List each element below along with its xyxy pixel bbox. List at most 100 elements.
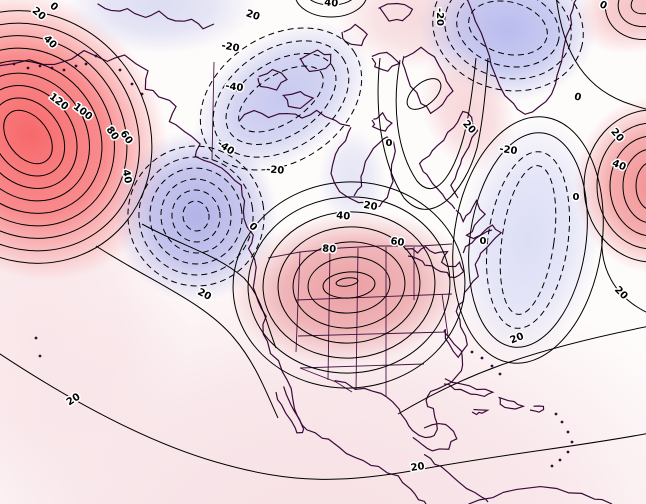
coast-southampton-island xyxy=(371,111,393,132)
shade-us-high xyxy=(228,211,472,365)
coast-greenland-coast xyxy=(466,0,577,115)
contour-label: -20 xyxy=(434,8,445,26)
contour-label: -40 xyxy=(225,81,244,94)
contour-ring-nw-pacific-high xyxy=(0,47,115,227)
coast-baffin-island xyxy=(401,46,454,115)
border-state-line-9 xyxy=(441,293,449,337)
contour-label: 20 xyxy=(410,461,425,474)
shade-nw-pacific-high xyxy=(0,0,169,281)
islands-lesser-antilles xyxy=(560,420,564,424)
contour-ring-greenland-low xyxy=(468,0,548,56)
contour-ring-us-high xyxy=(262,211,436,359)
contour-label: 20 xyxy=(244,8,261,23)
coast-central-america-caribbean-coast xyxy=(423,453,489,503)
contour-ring-nw-pacific-high xyxy=(3,109,53,165)
islands-aleutian-islands xyxy=(12,62,16,66)
islands-bahamas xyxy=(470,350,474,354)
islands-aleutian-islands xyxy=(94,54,98,58)
shade-arctic-low xyxy=(194,22,370,174)
contour-label: -20 xyxy=(266,164,285,177)
islands-bahamas xyxy=(490,364,494,368)
islands-aleutian-islands xyxy=(118,68,122,72)
contour-ring-greenland-low xyxy=(432,0,584,92)
contour-southeast-20 xyxy=(397,326,646,415)
coast-st-lawrence xyxy=(462,229,493,254)
contour-label: 40 xyxy=(336,210,351,222)
contour-ring-right-edge-high xyxy=(609,136,646,236)
contour-ring-baffin-ridge-closed xyxy=(406,78,442,110)
coast-baja-california xyxy=(275,386,305,434)
islands-aleutian-islands xyxy=(26,66,30,70)
coast-victoria-island xyxy=(282,90,315,110)
coast-hispaniola xyxy=(498,396,526,410)
coast-great-lakes xyxy=(404,245,465,279)
border-state-line-7 xyxy=(297,331,447,337)
contour-ring-arctic-low xyxy=(212,40,350,158)
contour-label: 0 xyxy=(480,236,487,247)
islands-lesser-antilles xyxy=(550,464,554,468)
contour-ring-nw-pacific-high xyxy=(0,35,128,239)
coastline-layer xyxy=(0,0,613,504)
islands-hawaii xyxy=(38,354,42,358)
coast-south-america-coast xyxy=(468,485,613,504)
contour-label: 40 xyxy=(120,169,133,185)
contour-ring-us-high xyxy=(307,256,391,314)
contour-ridge-0 xyxy=(377,57,489,210)
coast-arctic-island-2 xyxy=(341,23,368,47)
contour-ring-nw-pacific-high xyxy=(0,97,66,177)
contour-ring-nw-pacific-high xyxy=(0,85,78,189)
coast-yucatan xyxy=(412,422,458,452)
coast-gulf-of-mexico-coast xyxy=(334,329,464,439)
contour-ring-us-high xyxy=(292,241,406,329)
islands-lesser-antilles xyxy=(570,440,574,444)
coast-ellesmere-island xyxy=(378,2,414,22)
contour-ring-top-centre-high xyxy=(295,0,367,18)
coast-jamaica xyxy=(471,408,490,416)
contour-line-layer xyxy=(0,0,646,480)
contour-ring-arctic-low xyxy=(199,27,363,171)
contour-ring-greenland-low xyxy=(456,0,560,68)
contour-ring-atlantic-low-outer xyxy=(452,116,604,364)
contour-ring-atlantic-low xyxy=(485,151,571,329)
contour-ring-right-edge-high xyxy=(622,149,646,223)
coast-arctic-mainland-coast xyxy=(238,109,351,127)
shade-topright-pink xyxy=(575,0,646,54)
contour-south-sweep-20 xyxy=(0,353,646,480)
islands-aleutian-islands xyxy=(38,64,42,68)
islands-aleutian-islands xyxy=(130,82,134,86)
contour-ring-us-high xyxy=(277,226,421,344)
contour-ring-right-edge-high xyxy=(596,122,646,250)
islands-lesser-antilles xyxy=(566,430,570,434)
coast-pacific-coast-main xyxy=(0,49,427,504)
islands-hawaii xyxy=(34,336,38,340)
coast-arctic-island-1 xyxy=(299,49,332,73)
shade-topleft-blue xyxy=(65,0,255,54)
contour-northeast-0 xyxy=(556,0,646,110)
contour-ridge-20 xyxy=(395,57,477,189)
contour-ring-gulf-alaska-low xyxy=(182,200,210,232)
coast-puerto-rico xyxy=(529,405,545,413)
contour-label: 60 xyxy=(390,236,405,249)
coast-hudson-bay xyxy=(330,126,396,208)
contour-ring-arctic-low xyxy=(238,65,324,133)
contour-label: -20 xyxy=(499,144,518,157)
islands-aleutian-islands xyxy=(62,68,66,72)
contour-label: 0 xyxy=(573,192,580,203)
coast-cuba xyxy=(443,378,495,398)
contour-ring-nw-pacific-high xyxy=(0,60,103,214)
coast-florida-east-coast xyxy=(444,198,503,359)
border-state-line-6 xyxy=(295,293,453,301)
islands-lesser-antilles xyxy=(554,412,558,416)
contour-ring-gulf-alaska-low xyxy=(149,167,243,265)
contour-ring-arctic-low xyxy=(225,53,337,145)
contour-ring-nw-pacific-high xyxy=(0,72,90,202)
contour-ring-nw-pacific-high xyxy=(0,22,140,252)
contour-ring-topright-high xyxy=(617,0,646,28)
contour-east-20 xyxy=(601,235,646,313)
contour-ring-us-high xyxy=(232,181,466,389)
contour-southwest-20 xyxy=(95,245,279,419)
islands-bahamas xyxy=(480,356,484,360)
